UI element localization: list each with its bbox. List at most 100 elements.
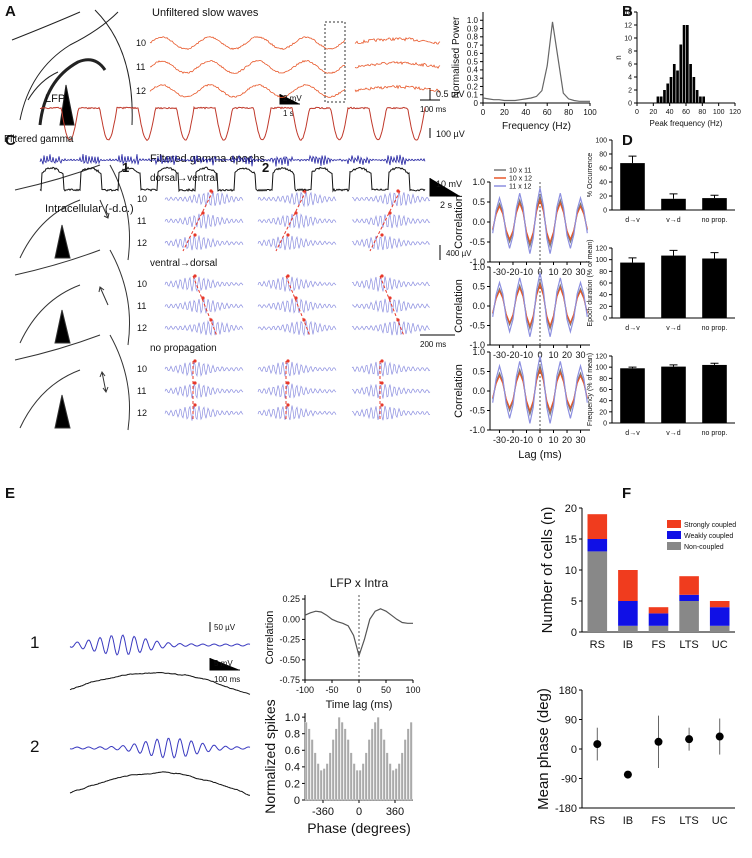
y-tick-label: 0 bbox=[571, 627, 577, 639]
x-tick-label: 60 bbox=[682, 109, 690, 116]
bar bbox=[400, 752, 404, 801]
peak-marker bbox=[286, 403, 290, 407]
peak-marker bbox=[396, 189, 400, 193]
bar bbox=[702, 364, 727, 423]
y-tick-label: 100 bbox=[595, 137, 607, 144]
category-label: LTS bbox=[679, 815, 698, 827]
x-tick-label: 120 bbox=[729, 109, 741, 116]
bar bbox=[620, 368, 645, 423]
x-tick-label: 20 bbox=[562, 350, 572, 360]
x-axis-label: Lag (ms) bbox=[518, 449, 561, 461]
channel-label: 12 bbox=[137, 408, 147, 418]
bar bbox=[364, 752, 368, 801]
y-axis-label: Correlation bbox=[453, 364, 465, 418]
peak-marker bbox=[388, 296, 392, 300]
y-tick-label: 80 bbox=[599, 151, 607, 158]
x-tick-label: -50 bbox=[325, 685, 338, 695]
bar bbox=[322, 768, 326, 801]
propagation-line bbox=[182, 190, 214, 252]
bar bbox=[620, 163, 645, 210]
trace bbox=[164, 213, 244, 229]
bar bbox=[702, 198, 727, 210]
channel-label: 11 bbox=[137, 216, 146, 226]
bar bbox=[682, 25, 686, 103]
scale-label: 100 µV bbox=[436, 129, 465, 139]
trace bbox=[351, 214, 431, 229]
peak-marker bbox=[380, 403, 384, 407]
y-tick-label: -1.0 bbox=[469, 340, 485, 350]
category-label: IB bbox=[623, 815, 633, 827]
x-axis-label: Frequency (Hz) bbox=[502, 121, 571, 132]
propagation-line bbox=[369, 190, 401, 252]
bar bbox=[370, 728, 374, 801]
row-label: dorsal→ventral bbox=[150, 173, 217, 184]
scale-label: 0.5 mV bbox=[436, 89, 465, 99]
bar bbox=[331, 739, 335, 801]
panel-letter: B bbox=[622, 3, 633, 20]
x-tick-label: 40 bbox=[666, 109, 674, 116]
bar bbox=[686, 25, 689, 103]
y-axis-label: Correlation bbox=[453, 195, 465, 249]
peak-marker bbox=[193, 403, 197, 407]
propagation-line bbox=[275, 190, 307, 252]
y-tick-label: 0.4 bbox=[285, 762, 300, 774]
y-axis-label: Correlation bbox=[453, 279, 465, 333]
x-axis-label: Time lag (ms) bbox=[326, 699, 393, 711]
trace bbox=[164, 298, 244, 315]
legend-label: Non-coupled bbox=[684, 544, 724, 551]
bar bbox=[346, 739, 350, 801]
trace bbox=[164, 234, 244, 251]
x-tick-label: 80 bbox=[698, 109, 706, 116]
bar bbox=[382, 739, 386, 801]
y-tick-label: 100 bbox=[595, 257, 607, 264]
y-tick-label: 0.9 bbox=[467, 24, 479, 33]
channel-label: 12 bbox=[136, 86, 146, 96]
line bbox=[492, 272, 588, 337]
y-tick-label: 20 bbox=[599, 304, 607, 311]
scale-bars bbox=[209, 88, 460, 671]
channel-label: 10 bbox=[137, 364, 147, 374]
trace bbox=[69, 634, 251, 656]
bar-segment bbox=[648, 607, 669, 614]
category-label: d→v bbox=[625, 430, 640, 437]
point bbox=[593, 740, 602, 749]
channel-label: 10 bbox=[137, 279, 147, 289]
bar bbox=[391, 770, 395, 801]
x-axis-label: Peak frequency (Hz) bbox=[650, 119, 723, 128]
trace bbox=[257, 276, 337, 292]
bar bbox=[367, 739, 371, 801]
x-tick-label: 10 bbox=[549, 435, 559, 445]
bar bbox=[313, 752, 317, 801]
row-label: no propagation bbox=[150, 343, 217, 354]
point bbox=[654, 737, 663, 746]
x-tick-label: -10 bbox=[520, 350, 533, 360]
trace bbox=[351, 191, 431, 207]
error-bar bbox=[710, 362, 719, 365]
scale-label: 200 ms bbox=[420, 340, 446, 349]
scale-label: 100 ms bbox=[214, 675, 240, 684]
trace bbox=[69, 671, 251, 695]
y-tick-label: -0.5 bbox=[469, 406, 485, 416]
y-tick-label: 0 bbox=[603, 207, 607, 214]
y-tick-label: 60 bbox=[599, 280, 607, 287]
peak-marker bbox=[294, 211, 298, 215]
scale-label: 10 mV bbox=[436, 179, 462, 189]
y-axis-label: Mean phase (deg) bbox=[535, 688, 552, 810]
panel-letter: E bbox=[5, 485, 15, 502]
trace bbox=[351, 276, 431, 292]
bar bbox=[692, 77, 696, 103]
peak-marker bbox=[294, 296, 298, 300]
trace bbox=[354, 61, 441, 69]
y-tick-label: -90 bbox=[561, 773, 577, 785]
y-tick-label: 0.6 bbox=[285, 745, 300, 757]
x-tick-label: -360 bbox=[312, 806, 334, 818]
legend-swatch bbox=[667, 531, 681, 539]
trace bbox=[351, 235, 431, 251]
line bbox=[492, 365, 588, 417]
channel-label: 12 bbox=[137, 238, 147, 248]
legend-label: 10 x 11 bbox=[509, 168, 532, 175]
scale-label: 50 µV bbox=[214, 623, 236, 632]
scale-label: 2 mV bbox=[283, 94, 302, 103]
trace bbox=[351, 320, 431, 336]
y-tick-label: 0.5 bbox=[472, 197, 485, 207]
